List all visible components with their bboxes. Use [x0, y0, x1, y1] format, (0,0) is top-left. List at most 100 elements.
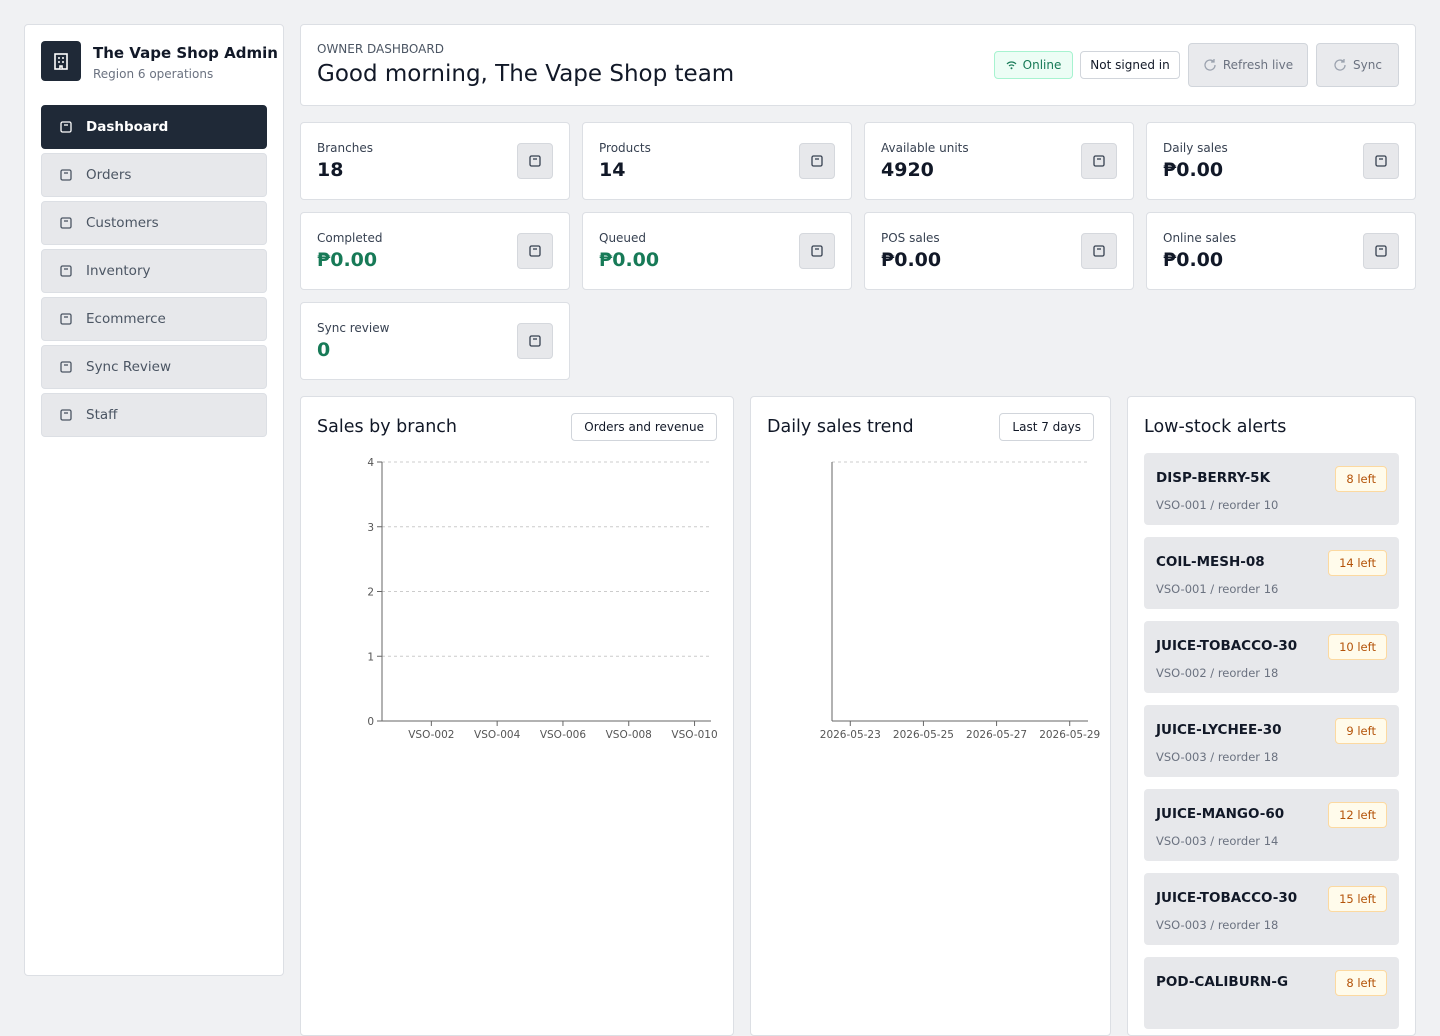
- stat-label: Online sales: [1163, 231, 1237, 245]
- alert-item: POD-CALIBURN-G 8 left: [1144, 957, 1399, 1029]
- alert-item: JUICE-LYCHEE-30 VSO-003 / reorder 18 9 lef…: [1144, 705, 1399, 777]
- nav-item[interactable]: Staff: [41, 393, 267, 437]
- y-tick-label: 1: [367, 651, 374, 663]
- nav-label: Inventory: [86, 263, 151, 279]
- greeting: Good morning, The Vape Shop team: [317, 61, 735, 87]
- y-tick-label: 3: [367, 522, 374, 534]
- stat-value: 4920: [881, 159, 934, 181]
- stat-card: Daily sales ₱0.00: [1146, 122, 1416, 200]
- page: The Vape Shop Admin Region 6 operations …: [24, 24, 1416, 1036]
- alert-meta: VSO-001 / reorder 16: [1156, 582, 1279, 596]
- chart-panel: Daily sales trend Last 7 days 2026-05-23 20…: [750, 396, 1111, 1036]
- stat-label: Available units: [881, 141, 969, 155]
- nav-label: Sync Review: [86, 359, 171, 375]
- alert-item: JUICE-MANGO-60 VSO-003 / reorder 14 12 lef…: [1144, 789, 1399, 861]
- stat-icon: [799, 143, 835, 179]
- chart-title: Sales by branch: [317, 417, 457, 437]
- alert-meta: VSO-002 / reorder 18: [1156, 666, 1279, 680]
- refresh-button[interactable]: Refresh live: [1188, 43, 1308, 87]
- sync-button[interactable]: Sync: [1316, 43, 1399, 87]
- alerts-panel: Low-stock alerts DISP-BERRY-5K VSO-001 / r…: [1127, 396, 1416, 1036]
- logo: [41, 41, 81, 81]
- chart-panel: Sales by branch Orders and revenue 0 1 2 3 4 VS…: [300, 396, 734, 1036]
- x-tick-label: VSO-002: [408, 729, 454, 741]
- auth-badge[interactable]: Not signed in: [1080, 51, 1180, 79]
- nav-label: Dashboard: [86, 119, 169, 135]
- chart-filter-button[interactable]: Orders and revenue: [571, 413, 717, 441]
- stat-label: Completed: [317, 231, 383, 245]
- stat-icon: [517, 323, 553, 359]
- alert-item: JUICE-TOBACCO-30 VSO-003 / reorder 18 15 l…: [1144, 873, 1399, 945]
- online-text: Online: [1022, 58, 1062, 72]
- alert-badge: 12 left: [1328, 802, 1387, 828]
- x-tick-label: VSO-004: [474, 729, 521, 741]
- stat-label: Products: [599, 141, 651, 155]
- alert-item: DISP-BERRY-5K VSO-001 / reorder 10 8 left: [1144, 453, 1399, 525]
- online-badge: Online: [994, 51, 1073, 79]
- alert-sku: JUICE-MANGO-60: [1156, 806, 1285, 822]
- alert-meta: VSO-001 / reorder 10: [1156, 498, 1279, 512]
- x-tick-label: VSO-010: [671, 729, 717, 741]
- chart: 2026-05-23 2026-05-25 2026-05-27 2026-05-29: [820, 461, 1100, 741]
- alert-meta: VSO-003 / reorder 14: [1156, 834, 1279, 848]
- refresh-text: Refresh live: [1222, 58, 1294, 72]
- alert-sku: JUICE-TOBACCO-30: [1156, 638, 1298, 654]
- stat-value: ₱0.00: [599, 249, 660, 271]
- alert-sku: JUICE-LYCHEE-30: [1156, 722, 1282, 738]
- nav-item[interactable]: Orders: [41, 153, 267, 197]
- alert-badge: 14 left: [1328, 550, 1387, 576]
- alert-badge: 15 left: [1328, 886, 1387, 912]
- alerts-title: Low-stock alerts: [1144, 417, 1287, 437]
- alert-sku: COIL-MESH-08: [1156, 554, 1265, 570]
- stat-value: ₱0.00: [1163, 249, 1224, 271]
- header: OWNER DASHBOARD Good morning, The Vape S…: [300, 24, 1416, 106]
- sidebar: The Vape Shop Admin Region 6 operations …: [24, 24, 284, 976]
- x-tick-label: 2026-05-23: [820, 729, 881, 741]
- alert-sku: DISP-BERRY-5K: [1156, 470, 1271, 486]
- alert-sku: JUICE-TOBACCO-30: [1156, 890, 1298, 906]
- stat-icon: [1363, 143, 1399, 179]
- stat-card: Sync review 0: [300, 302, 570, 380]
- stat-value: 0: [317, 339, 331, 361]
- x-tick-label: 2026-05-27: [966, 729, 1027, 741]
- stat-card: Queued ₱0.00: [582, 212, 852, 290]
- stat-card: Completed ₱0.00: [300, 212, 570, 290]
- stat-icon: [517, 143, 553, 179]
- x-tick-label: 2026-05-29: [1039, 729, 1100, 741]
- stat-icon: [1363, 233, 1399, 269]
- alert-meta: VSO-003 / reorder 18: [1156, 750, 1279, 764]
- chart-filter-button[interactable]: Last 7 days: [999, 413, 1094, 441]
- eyebrow: OWNER DASHBOARD: [317, 42, 444, 56]
- stat-label: Branches: [317, 141, 373, 155]
- nav-label: Ecommerce: [86, 311, 166, 327]
- nav-item[interactable]: Sync Review: [41, 345, 267, 389]
- stat-icon: [1081, 143, 1117, 179]
- stat-label: Sync review: [317, 321, 390, 335]
- y-tick-label: 4: [367, 457, 374, 469]
- stat-label: Queued: [599, 231, 647, 245]
- stat-icon: [517, 233, 553, 269]
- alert-badge: 10 left: [1328, 634, 1387, 660]
- nav-item[interactable]: Inventory: [41, 249, 267, 293]
- x-tick-label: VSO-008: [606, 729, 652, 741]
- x-tick-label: VSO-006: [540, 729, 587, 741]
- nav-item[interactable]: Customers: [41, 201, 267, 245]
- stat-card: Available units 4920: [864, 122, 1134, 200]
- brand-subtitle: Region 6 operations: [93, 67, 214, 81]
- y-tick-label: 2: [367, 587, 374, 599]
- nav-label: Staff: [86, 407, 118, 423]
- chart: 0 1 2 3 4 VSO-002 VSO-004 VSO-006 VSO-008 VSO-010: [367, 457, 717, 741]
- alert-item: JUICE-TOBACCO-30 VSO-002 / reorder 18 10 l…: [1144, 621, 1399, 693]
- y-tick-label: 0: [367, 716, 374, 728]
- nav-item[interactable]: Dashboard: [41, 105, 267, 149]
- stat-value: 18: [317, 159, 344, 181]
- alert-badge: 8 left: [1335, 466, 1387, 492]
- stat-card: POS sales ₱0.00: [864, 212, 1134, 290]
- chart-title: Daily sales trend: [767, 417, 914, 437]
- stat-label: Daily sales: [1163, 141, 1228, 155]
- stat-card: Branches 18: [300, 122, 570, 200]
- stat-value: ₱0.00: [1163, 159, 1224, 181]
- stat-label: POS sales: [881, 231, 940, 245]
- alert-badge: 8 left: [1335, 970, 1387, 996]
- nav-item[interactable]: Ecommerce: [41, 297, 267, 341]
